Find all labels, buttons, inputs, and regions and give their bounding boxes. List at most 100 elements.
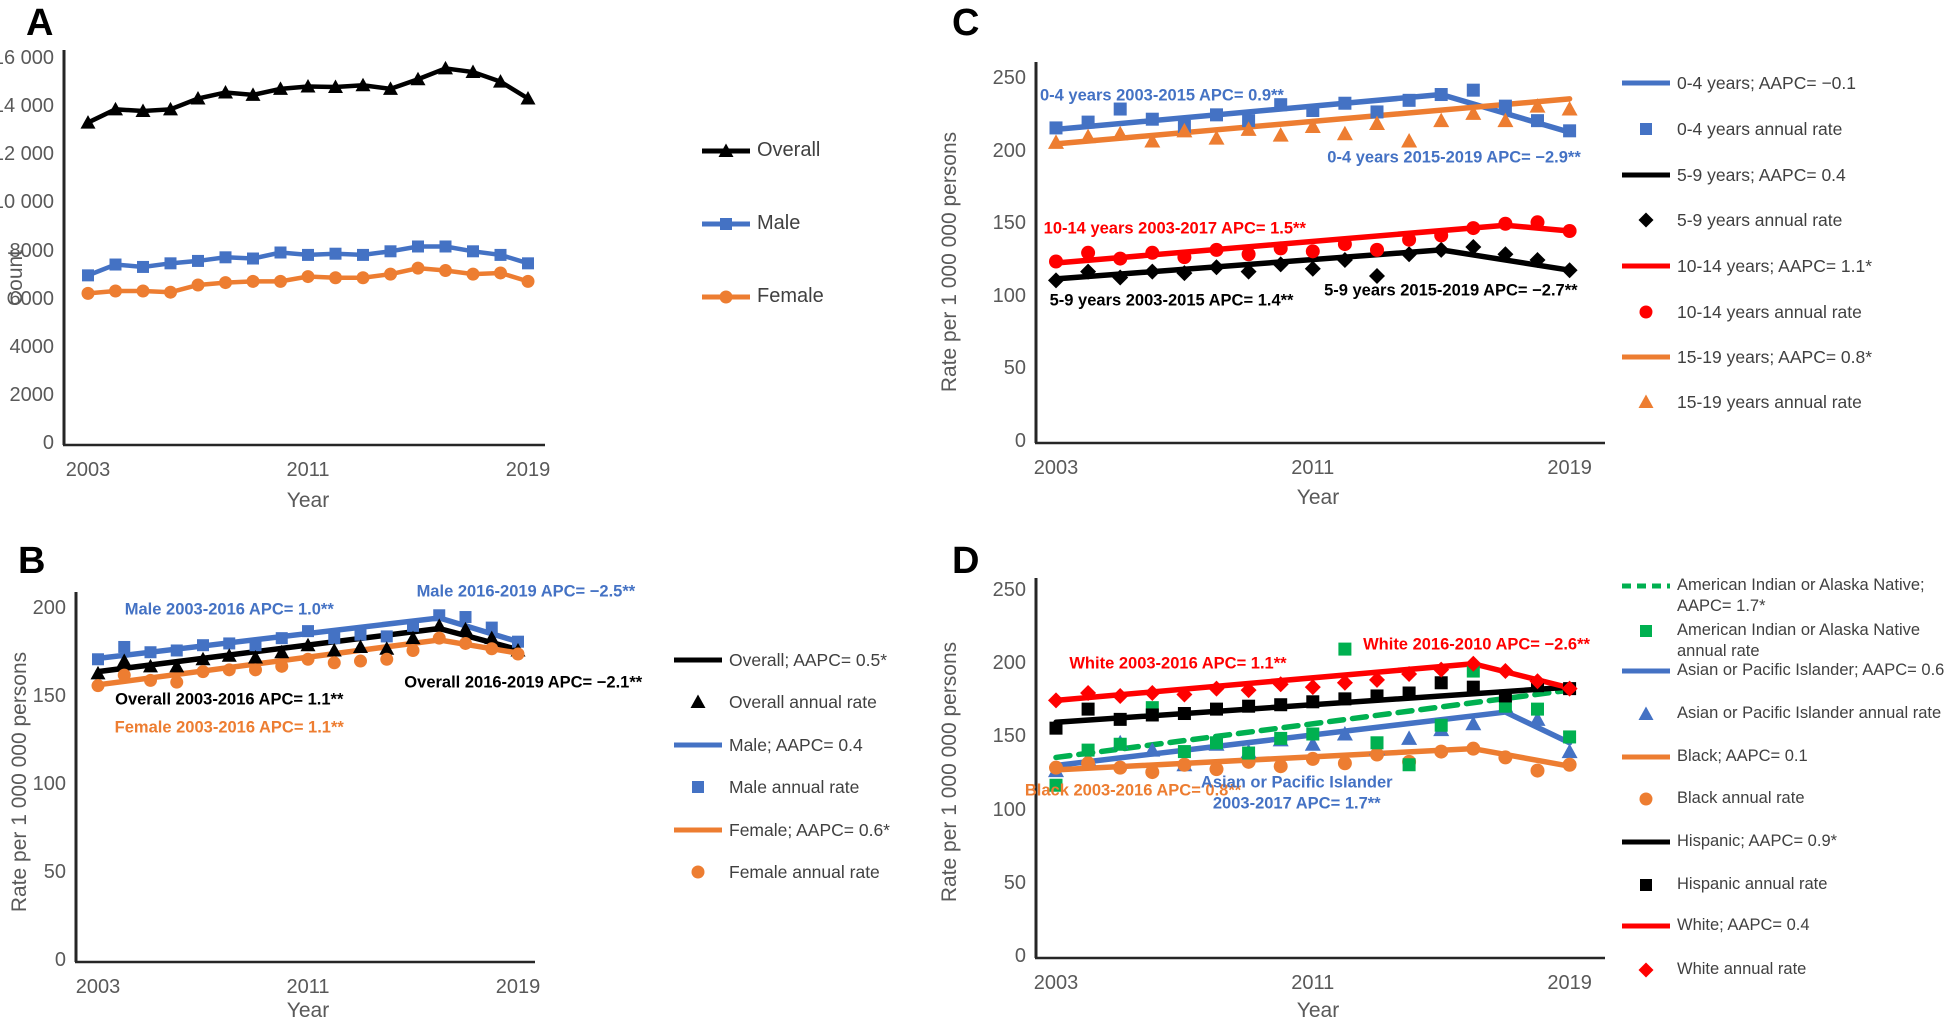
A-point-overall — [520, 91, 536, 105]
D-legend-black-aapc-0-1: Black; AAPC= 0.1 — [1620, 746, 1945, 768]
C-point-10-14-years-annual-rate — [1273, 241, 1288, 256]
C-point-5-9-years-annual-rate — [1176, 265, 1193, 282]
annotation-line: 10-14 years 2003-2017 APC= 1.5** — [1043, 219, 1306, 238]
legend-label: White; AAPC= 0.4 — [1677, 916, 1810, 934]
legend-label: 10-14 years annual rate — [1677, 301, 1862, 322]
A-point-male — [522, 257, 534, 270]
legend-label: American Indian or Alaska Native; AAPC= … — [1677, 576, 1925, 615]
line-swatch-icon — [702, 290, 750, 303]
C-point-10-14-years-annual-rate — [1337, 237, 1352, 252]
D-legend-american-indian-or-alaska-native-annual-rate: American Indian or Alaska Native annual … — [1620, 620, 1945, 662]
C-point-5-9-years-annual-rate — [1240, 263, 1257, 280]
A-legend-female: Female — [700, 285, 824, 308]
C-xtick-2019: 2019 — [1547, 457, 1592, 479]
C-point-15-19-years-annual-rate — [1401, 132, 1418, 148]
A-xtick-2011: 2011 — [286, 459, 330, 481]
A-point-overall — [273, 81, 288, 95]
C-point-0-4-years-annual-rate — [1145, 112, 1159, 126]
A-point-overall — [438, 60, 453, 75]
D-point-black-annual-rate — [1145, 765, 1160, 780]
C-point-5-9-years-annual-rate — [1465, 238, 1482, 255]
D-point-asian-or-pacific-islander-annual-rate — [1529, 711, 1546, 726]
D-point-hispanic-annual-rate — [1242, 699, 1256, 713]
B-point-overall-annual-rate — [353, 639, 368, 653]
A-point-male — [357, 248, 369, 261]
D-point-hispanic-annual-rate — [1145, 708, 1159, 722]
legend-label: Overall; AAPC= 0.5* — [729, 649, 888, 670]
A-point-female — [411, 261, 425, 275]
C-legend-5-9-years-aapc-0-4: 5-9 years; AAPC= 0.4 — [1620, 164, 1846, 186]
B-point-female-annual-rate — [301, 652, 315, 666]
B-point-overall-annual-rate — [169, 658, 185, 673]
D-point-white-annual-rate — [1272, 676, 1289, 693]
D-point-asian-or-pacific-islander-annual-rate — [1144, 742, 1161, 757]
A-point-male — [82, 269, 94, 282]
A-point-male — [412, 240, 424, 253]
A-point-female — [356, 271, 370, 285]
C-ytick-200: 200 — [992, 139, 1026, 162]
D-point-american-indian-or-alaska-native-annual-rate — [1498, 699, 1512, 713]
D-point-asian-or-pacific-islander-annual-rate — [1304, 736, 1321, 751]
C-point-15-19-years-annual-rate — [1561, 101, 1578, 116]
B-point-female-annual-rate — [406, 643, 420, 657]
D-point-american-indian-or-alaska-native-annual-rate — [1274, 731, 1288, 745]
panel-a-label: A — [26, 2, 54, 44]
D-ytick-0: 0 — [1014, 945, 1026, 967]
annotation-line: Overall 2016-2019 APC= −2.1** — [404, 673, 643, 692]
C-point-5-9-years-annual-rate — [1208, 259, 1225, 276]
legend-marker-diamond-icon — [1638, 212, 1654, 228]
B-point-male-annual-rate — [433, 609, 446, 622]
D-point-american-indian-or-alaska-native-annual-rate — [1338, 642, 1352, 656]
C-point-5-9-years-annual-rate — [1401, 246, 1418, 263]
C-point-10-14-years-annual-rate — [1209, 242, 1224, 257]
A-xtick-2019: 2019 — [505, 459, 551, 481]
C-point-5-9-years-annual-rate — [1433, 241, 1450, 258]
D-point-american-indian-or-alaska-native-annual-rate — [1081, 743, 1095, 757]
C-point-0-4-years-annual-rate — [1210, 108, 1223, 122]
D-point-white-annual-rate — [1401, 665, 1418, 682]
D-point-white-annual-rate — [1336, 674, 1353, 691]
B-point-female-annual-rate — [511, 647, 525, 661]
C-point-15-19-years-annual-rate — [1529, 98, 1546, 113]
B-point-female-annual-rate — [144, 673, 157, 687]
B-legend-male-annual-rate: Male annual rate — [672, 776, 859, 798]
D-point-black-annual-rate — [1337, 756, 1352, 771]
legend-label: Hispanic annual rate — [1677, 875, 1828, 893]
triangle-marker-icon — [1638, 706, 1654, 720]
D-legend-white-aapc-0-4: White; AAPC= 0.4 — [1620, 915, 1945, 937]
D-point-american-indian-or-alaska-native-annual-rate — [1242, 746, 1256, 760]
D-point-black-annual-rate — [1434, 744, 1449, 759]
D-point-american-indian-or-alaska-native-annual-rate — [1370, 736, 1384, 750]
A-point-overall — [80, 115, 96, 129]
A-point-male — [467, 245, 479, 258]
B-point-male-annual-rate — [407, 619, 419, 632]
B-point-overall-annual-rate — [484, 630, 500, 645]
C-ytick-50: 50 — [1003, 357, 1026, 380]
C-point-5-9-years-annual-rate — [1369, 268, 1385, 285]
A-point-female — [109, 284, 122, 298]
D-point-white-annual-rate — [1112, 687, 1129, 704]
B-point-overall-annual-rate — [326, 642, 342, 657]
legend-marker-triangle-icon — [1638, 706, 1654, 720]
A-point-overall — [355, 77, 371, 92]
B-annotation-overall-2016-2019-apc-2-1: Overall 2016-2019 APC= −2.1** — [404, 672, 642, 693]
D-point-white-annual-rate — [1208, 680, 1225, 697]
C-point-10-14-years-annual-rate — [1466, 221, 1481, 236]
B-point-female-annual-rate — [432, 631, 446, 645]
C-point-15-19-years-annual-rate — [1433, 112, 1450, 128]
A-point-male — [302, 248, 314, 261]
C-point-10-14-years-annual-rate — [1530, 215, 1545, 230]
legend-label: White annual rate — [1677, 960, 1807, 978]
legend-label: Hispanic; AAPC= 0.9* — [1677, 832, 1838, 850]
C-point-15-19-years-annual-rate — [1465, 105, 1482, 120]
A-point-female — [329, 271, 342, 285]
A-ytick-2000: 2000 — [9, 383, 55, 406]
B-legend-male-aapc-0-4: Male; AAPC= 0.4 — [672, 734, 863, 756]
D-ytick-250: 250 — [992, 579, 1026, 601]
C-point-0-4-years-annual-rate — [1306, 103, 1320, 117]
line-swatch-icon — [1622, 354, 1670, 360]
B-point-male-annual-rate — [512, 635, 524, 648]
D-point-white-annual-rate — [1497, 663, 1514, 680]
